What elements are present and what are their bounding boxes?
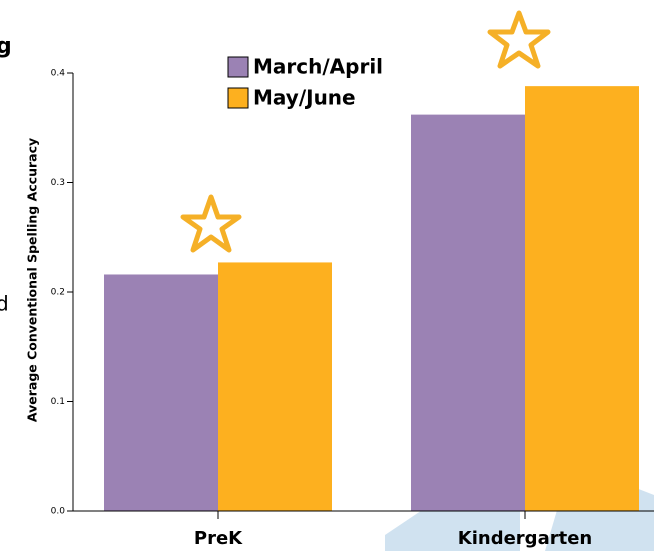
bar [218,262,332,511]
y-tick-label: 0.1 [51,397,65,407]
bar [104,274,218,511]
bar [411,114,525,512]
cropped-text: d [0,292,9,316]
legend-label: March/April [253,55,383,79]
plot: 0.0 0.1 0.2 0.3 0.4 PreK Kindergarten March/Apr… [51,55,654,549]
stars [180,10,551,253]
y-tick-label: 0.0 [51,507,66,517]
star [487,10,551,69]
y-tick-label: 0.4 [51,69,66,79]
x-tick-label: PreK [194,528,243,549]
bar [525,86,639,511]
cropped-text: g [0,34,12,59]
legend-swatch [227,56,249,78]
y-tick-label: 0.2 [51,288,65,298]
y-tick-label: 0.3 [51,178,65,188]
legend-label: May/June [253,86,356,110]
y-axis-label: Average Conventional Spelling Accuracy [25,138,40,422]
star [180,194,242,253]
x-tick-label: Kindergarten [458,528,592,549]
legend-swatch [227,87,249,109]
